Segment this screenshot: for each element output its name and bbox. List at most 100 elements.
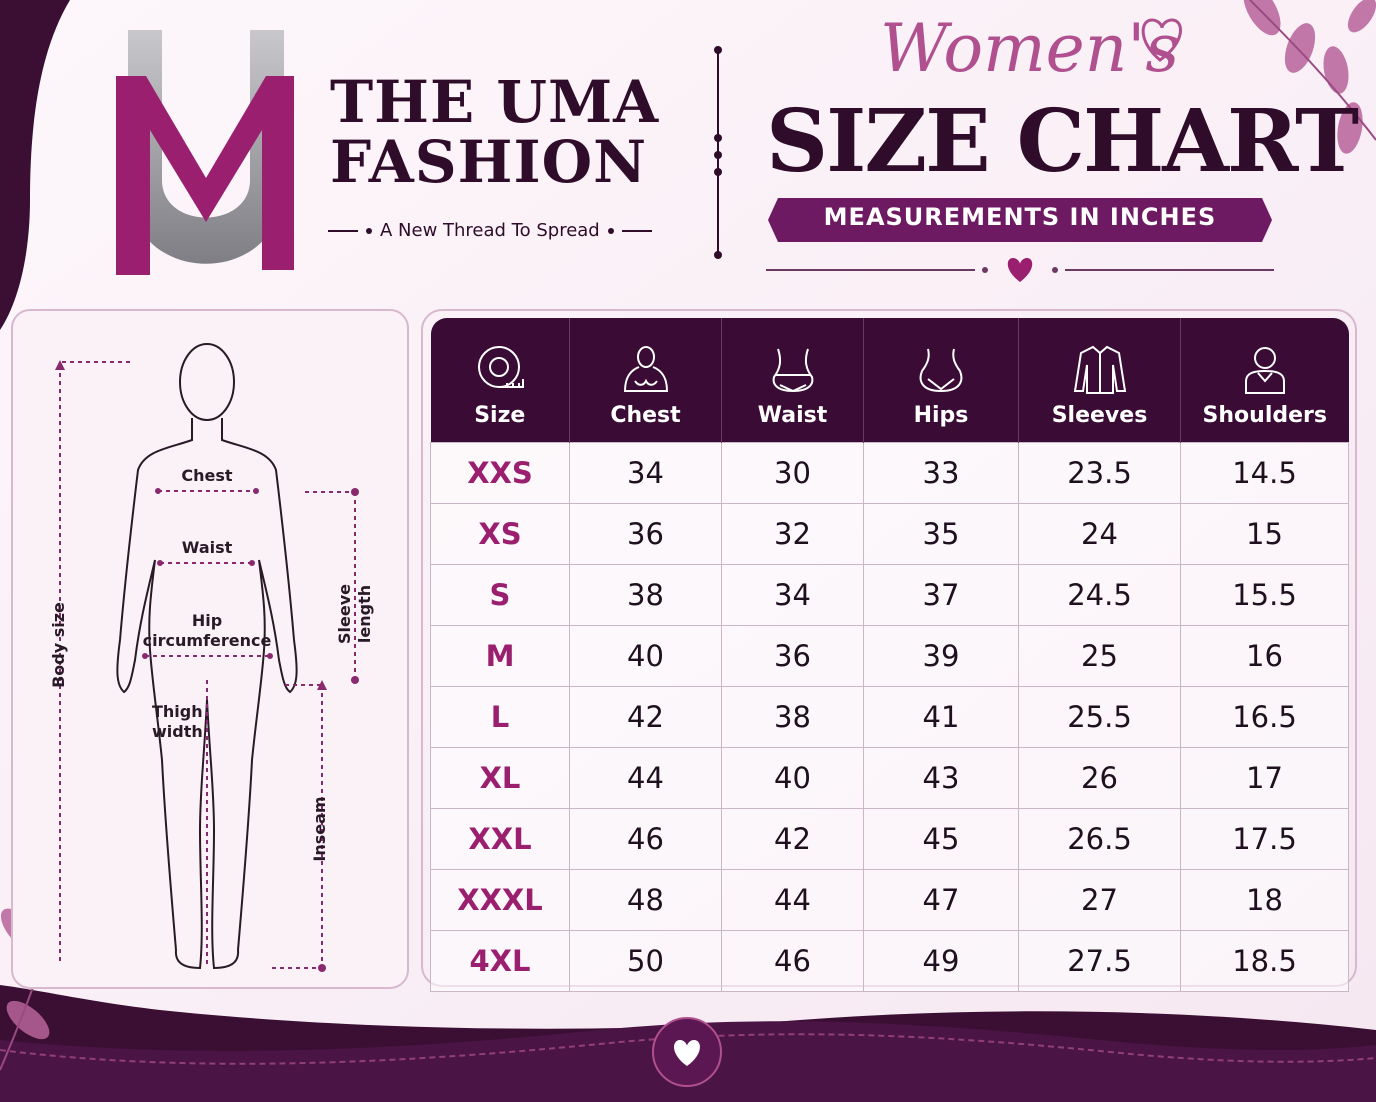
table-row: 4XL 50 46 49 27.5 18.5 xyxy=(430,930,1349,992)
header-shoulders: Shoulders xyxy=(1180,318,1349,443)
cell-sleeves: 24.5 xyxy=(1018,564,1181,626)
shoulders-person-icon xyxy=(1244,347,1285,394)
cell-waist: 30 xyxy=(721,442,864,504)
table-row: XS 36 32 35 24 15 xyxy=(430,503,1349,565)
tagline-dot xyxy=(366,227,372,234)
header-sleeves: Sleeves xyxy=(1018,318,1181,443)
tagline-dot xyxy=(607,227,614,234)
cell-hips: 37 xyxy=(863,564,1019,626)
cell-size: XL xyxy=(430,747,570,809)
cell-size: S xyxy=(430,564,570,626)
label-waist: Waist xyxy=(181,538,233,557)
chest-icon xyxy=(623,346,668,392)
header-hips: Hips xyxy=(863,318,1019,443)
brand-line-2: FASHION xyxy=(330,128,648,196)
cell-hips: 33 xyxy=(863,442,1019,504)
cell-hips: 35 xyxy=(863,503,1019,565)
cell-chest: 46 xyxy=(569,808,722,870)
cell-waist: 36 xyxy=(721,625,864,687)
cell-shoulders: 18 xyxy=(1180,869,1349,931)
subtitle-ribbon: MEASUREMENTS IN INCHES xyxy=(823,203,1217,231)
cell-hips: 39 xyxy=(863,625,1019,687)
cell-shoulders: 16.5 xyxy=(1180,686,1349,748)
table-row: XL 44 40 43 26 17 xyxy=(430,747,1349,809)
cell-shoulders: 14.5 xyxy=(1180,442,1349,504)
cell-shoulders: 16 xyxy=(1180,625,1349,687)
cell-size: M xyxy=(430,625,570,687)
cell-chest: 44 xyxy=(569,747,722,809)
cell-size: 4XL xyxy=(430,930,570,992)
tagline-rule xyxy=(328,229,358,232)
cell-chest: 34 xyxy=(569,442,722,504)
table-row: XXXL 48 44 47 27 18 xyxy=(430,869,1349,931)
label-thigh-line1: Thigh xyxy=(152,702,203,721)
cell-size: XS xyxy=(430,503,570,565)
table-row: S 38 34 37 24.5 15.5 xyxy=(430,564,1349,626)
tape-measure-icon xyxy=(477,346,524,388)
cell-hips: 43 xyxy=(863,747,1019,809)
cell-chest: 42 xyxy=(569,686,722,748)
waist-icon xyxy=(772,348,813,393)
cell-shoulders: 15 xyxy=(1180,503,1349,565)
cell-sleeves: 25.5 xyxy=(1018,686,1181,748)
cell-sleeves: 27 xyxy=(1018,869,1181,931)
cell-shoulders: 17.5 xyxy=(1180,808,1349,870)
cell-waist: 38 xyxy=(721,686,864,748)
shirt-sleeves-icon xyxy=(1073,345,1126,394)
cell-hips: 49 xyxy=(863,930,1019,992)
header-chest: Chest xyxy=(569,318,722,443)
cell-sleeves: 23.5 xyxy=(1018,442,1181,504)
cell-sleeves: 26.5 xyxy=(1018,808,1181,870)
cell-waist: 40 xyxy=(721,747,864,809)
cell-sleeves: 26 xyxy=(1018,747,1181,809)
cell-waist: 34 xyxy=(721,564,864,626)
cell-shoulders: 17 xyxy=(1180,747,1349,809)
page-title: SIZE CHART xyxy=(766,91,1359,192)
size-table-container: Size Chest Waist Hips Sleeves xyxy=(430,318,1349,992)
cell-chest: 40 xyxy=(569,625,722,687)
cell-size: L xyxy=(430,686,570,748)
label-hip: Hip circumference xyxy=(142,611,272,651)
cell-waist: 42 xyxy=(721,808,864,870)
label-chest: Chest xyxy=(181,466,233,485)
label-body-size: Body size xyxy=(49,602,68,688)
cell-chest: 36 xyxy=(569,503,722,565)
cell-waist: 46 xyxy=(721,930,864,992)
tagline-text: A New Thread To Spread xyxy=(380,220,600,241)
brand-line-1: THE UMA xyxy=(330,68,660,136)
label-thigh-line2: width xyxy=(152,722,203,741)
cell-chest: 38 xyxy=(569,564,722,626)
heading-script: Women's xyxy=(880,10,1180,87)
cell-chest: 50 xyxy=(569,930,722,992)
cell-size: XXS xyxy=(430,442,570,504)
table-row: M 40 36 39 25 16 xyxy=(430,625,1349,687)
cell-waist: 44 xyxy=(721,869,864,931)
table-row: XXS 34 30 33 23.5 14.5 xyxy=(430,442,1349,504)
brand-tagline: A New Thread To Spread xyxy=(328,220,668,241)
cell-shoulders: 18.5 xyxy=(1180,930,1349,992)
cell-size: XXL xyxy=(430,808,570,870)
cell-sleeves: 27.5 xyxy=(1018,930,1181,992)
cell-sleeves: 24 xyxy=(1018,503,1181,565)
hips-icon xyxy=(919,348,963,393)
cell-shoulders: 15.5 xyxy=(1180,564,1349,626)
label-thigh: Thigh width xyxy=(152,702,208,742)
cell-waist: 32 xyxy=(721,503,864,565)
table-row: L 42 38 41 25.5 16.5 xyxy=(430,686,1349,748)
label-hip-line1: Hip xyxy=(191,611,223,630)
header-waist: Waist xyxy=(721,318,864,443)
label-sleeve-line2: length xyxy=(355,584,374,644)
table-row: XXL 46 42 45 26.5 17.5 xyxy=(430,808,1349,870)
tagline-rule xyxy=(621,229,652,232)
cell-hips: 41 xyxy=(863,686,1019,748)
size-table: Size Chest Waist Hips Sleeves xyxy=(430,318,1349,992)
brand-name: THE UMA FASHION xyxy=(330,72,700,192)
table-header-row: Size Chest Waist Hips Sleeves xyxy=(430,318,1349,443)
cell-hips: 45 xyxy=(863,808,1019,870)
label-sleeve: Sleeve length xyxy=(335,569,375,659)
label-hip-line2: circumference xyxy=(142,631,272,650)
cell-chest: 48 xyxy=(569,869,722,931)
cell-sleeves: 25 xyxy=(1018,625,1181,687)
cell-hips: 47 xyxy=(863,869,1019,931)
cell-size: XXXL xyxy=(430,869,570,931)
